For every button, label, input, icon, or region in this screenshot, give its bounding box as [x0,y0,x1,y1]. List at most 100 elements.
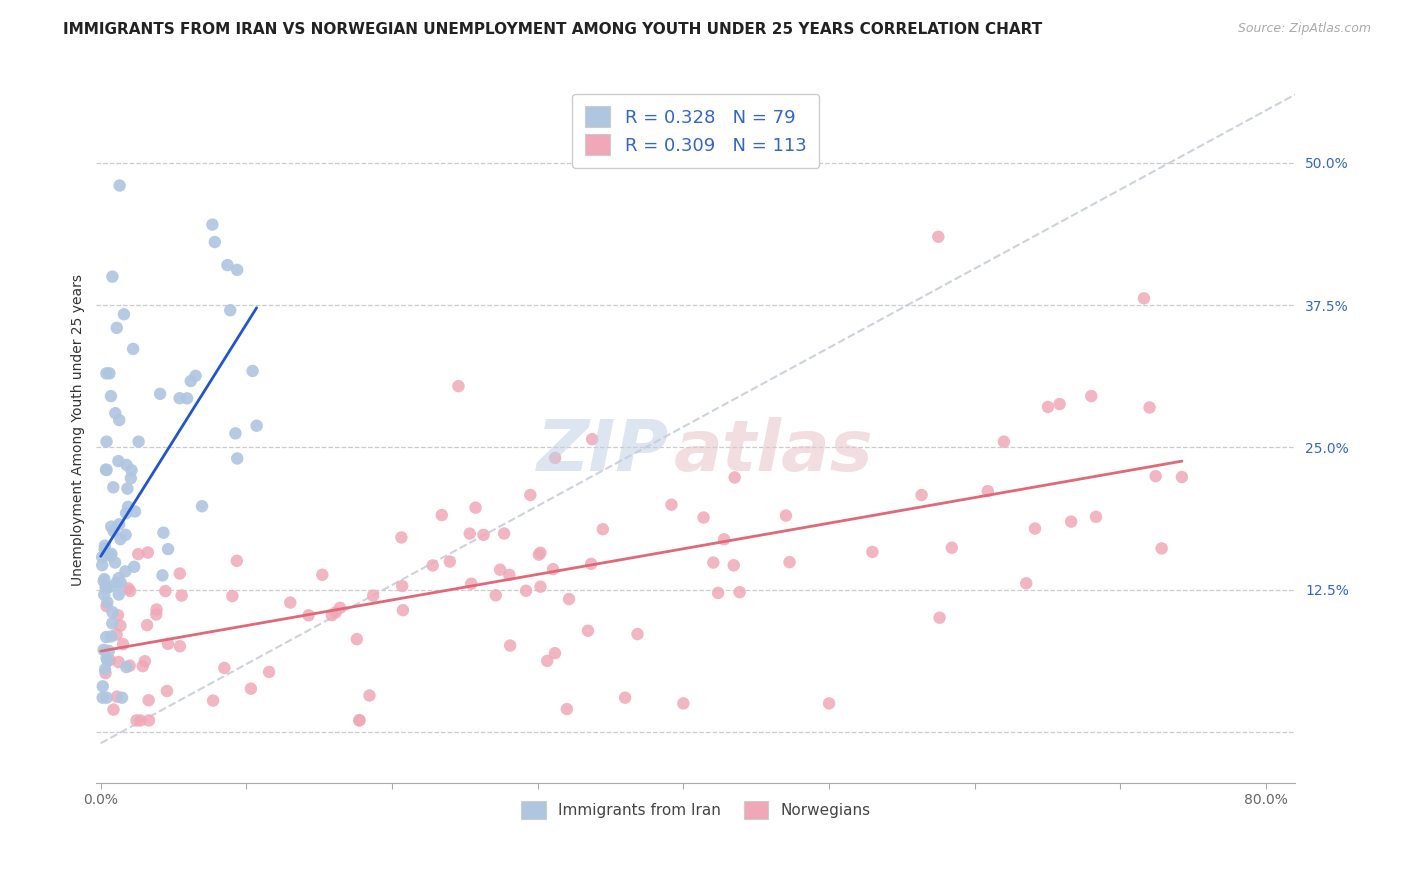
Point [298,608,321,623]
Point [928,610,950,624]
Point [96,367,118,381]
Point [489,563,512,577]
Point [329,600,352,615]
Point [107,655,129,669]
Point [156,637,179,651]
Point [775,508,797,523]
Point [94,666,117,681]
Point [246,418,269,433]
Text: atlas: atlas [675,417,875,486]
Point [702,556,724,570]
Text: ZIP: ZIP [537,417,669,486]
Point [239,681,262,696]
Point [103,703,125,717]
Point [541,562,564,576]
Point [555,702,578,716]
Point [105,627,128,641]
Point [157,542,180,557]
Point [176,392,198,406]
Point [105,575,128,590]
Point [713,533,735,547]
Point [115,660,138,674]
Point [100,549,122,563]
Point [723,558,745,573]
Point [472,528,495,542]
Point [226,263,249,277]
Point [152,568,174,582]
Point [91,679,114,693]
Point [527,548,550,562]
Point [124,504,146,518]
Point [114,528,136,542]
Point [544,450,567,465]
Point [430,508,453,522]
Point [225,554,247,568]
Point [536,654,558,668]
Point [321,608,343,623]
Point [626,627,648,641]
Point [114,565,136,579]
Point [96,651,118,665]
Point [112,307,135,321]
Point [96,434,118,449]
Point [115,506,138,520]
Point [1085,509,1108,524]
Point [134,654,156,668]
Point [202,693,225,707]
Point [107,454,129,468]
Point [818,697,841,711]
Point [460,576,482,591]
Point [98,367,121,381]
Point [464,500,486,515]
Point [498,567,520,582]
Point [458,526,481,541]
Point [145,602,167,616]
Point [544,646,567,660]
Point [499,639,522,653]
Point [107,608,129,623]
Point [1133,291,1156,305]
Point [1049,397,1071,411]
Point [118,658,141,673]
Point [529,546,551,560]
Point [94,579,117,593]
Point [91,550,114,565]
Point [91,558,114,573]
Point [103,480,125,494]
Point [349,713,371,727]
Point [93,572,115,586]
Point [361,589,384,603]
Point [325,606,347,620]
Point [169,391,191,405]
Point [108,413,131,427]
Point [311,567,333,582]
Point [349,714,371,728]
Point [96,630,118,644]
Legend: Immigrants from Iran, Norwegians: Immigrants from Iran, Norwegians [515,795,876,825]
Point [122,342,145,356]
Point [94,462,117,476]
Point [101,605,124,619]
Point [101,269,124,284]
Point [592,522,614,536]
Point [217,258,239,272]
Y-axis label: Unemployment Among Youth under 25 years: Unemployment Among Youth under 25 years [72,274,86,586]
Point [128,434,150,449]
Point [93,542,115,557]
Point [117,500,139,514]
Point [1150,541,1173,556]
Point [977,484,1000,499]
Point [129,714,152,728]
Point [391,531,413,545]
Point [93,588,115,602]
Point [910,488,932,502]
Point [125,714,148,728]
Point [94,582,117,596]
Text: IMMIGRANTS FROM IRAN VS NORWEGIAN UNEMPLOYMENT AMONG YOUTH UNDER 25 YEARS CORREL: IMMIGRANTS FROM IRAN VS NORWEGIAN UNEMPL… [63,22,1042,37]
Point [94,578,117,592]
Point [184,368,207,383]
Point [108,517,131,532]
Point [519,488,541,502]
Point [226,451,249,466]
Point [138,693,160,707]
